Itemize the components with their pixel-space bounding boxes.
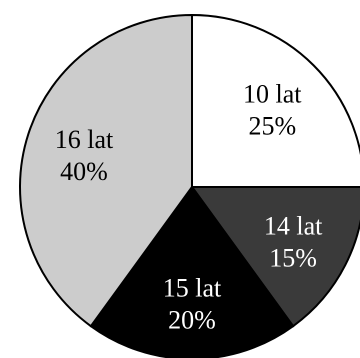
pie-slice-14-lat bbox=[190, 186, 360, 328]
slice-percent-label: 25% bbox=[248, 112, 296, 141]
slice-percent-label: 40% bbox=[60, 157, 108, 186]
pie-labels: 10 lat 25% 14 lat 15% 15 lat 20% 16 lat 40% bbox=[55, 80, 323, 335]
slice-category-label: 16 lat bbox=[55, 125, 114, 154]
slice-percent-label: 15% bbox=[269, 244, 317, 273]
slice-category-label: 10 lat bbox=[243, 80, 302, 109]
pie-slice-10-lat bbox=[191, 13, 360, 188]
slice-category-label: 14 lat bbox=[264, 212, 323, 241]
slice-category-label: 15 lat bbox=[163, 274, 222, 303]
pie-slice-15-lat bbox=[89, 185, 295, 358]
pie-slice-16-lat bbox=[19, 13, 193, 328]
pie-slices bbox=[19, 13, 360, 358]
slice-percent-label: 20% bbox=[168, 306, 216, 335]
